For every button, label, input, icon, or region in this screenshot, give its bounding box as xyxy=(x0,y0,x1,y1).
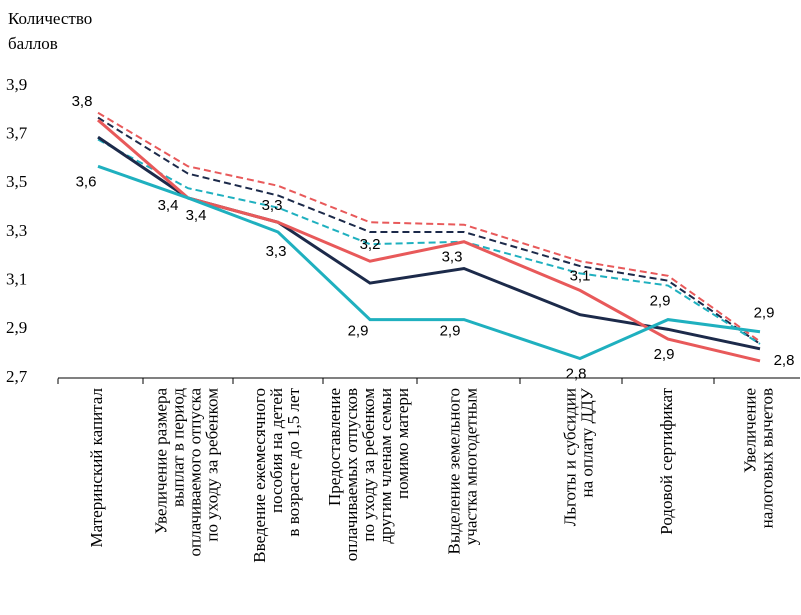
data-label: 3,3 xyxy=(262,197,283,214)
data-label: 3,1 xyxy=(570,267,591,284)
x-tick-label: Льготы и субсидии xyxy=(560,388,579,526)
data-label: 3,6 xyxy=(76,173,97,190)
x-tick-label: в возрасте до 1,5 лет xyxy=(284,387,303,536)
data-label: 2,9 xyxy=(348,323,369,340)
y-tick-label: 3,1 xyxy=(6,270,27,289)
x-tick-label: Увеличение размера xyxy=(151,388,170,535)
series-line xyxy=(97,116,761,345)
y-tick-label: 3,7 xyxy=(6,124,28,143)
data-label: 3,8 xyxy=(72,93,93,110)
y-tick-label: 3,3 xyxy=(6,221,27,240)
y-tick-label: 2,7 xyxy=(6,367,28,386)
series-line xyxy=(97,164,761,361)
y-tick-label: 3,5 xyxy=(6,172,27,191)
x-tick-label: другим членам семьи xyxy=(376,388,395,544)
x-tick-label: Выделение земельного xyxy=(444,388,463,554)
series-line xyxy=(97,118,761,363)
x-tick-label: помимо матери xyxy=(393,388,412,499)
data-label: 2,9 xyxy=(654,346,675,363)
data-label: 2,9 xyxy=(754,305,775,322)
data-label: 2,8 xyxy=(566,366,587,383)
x-tick-label: пособия на детей xyxy=(267,388,286,513)
series-line xyxy=(97,111,761,343)
data-label: 2,9 xyxy=(440,323,461,340)
data-label: 2,9 xyxy=(650,293,671,310)
x-tick-label: по уходу за ребенком xyxy=(359,388,378,542)
x-tick-label: налоговых вычетов xyxy=(757,388,776,528)
y-axis-title: Количество xyxy=(8,9,92,28)
x-tick-label: оплачиваемых отпусков xyxy=(342,388,361,561)
x-tick-label: выплат в период xyxy=(168,388,187,507)
y-tick-label: 2,9 xyxy=(6,318,27,337)
data-label: 3,3 xyxy=(266,243,287,260)
x-tick-label: по уходу за ребенком xyxy=(202,388,221,542)
x-tick-label: участка многодетным xyxy=(461,388,480,545)
data-label: 3,4 xyxy=(158,197,179,214)
x-tick-label: Предоставление xyxy=(325,388,344,506)
data-label: 3,3 xyxy=(442,249,463,266)
x-tick-label: оплачиваемого отпуска xyxy=(185,388,204,557)
x-tick-label: Увеличение xyxy=(740,388,759,473)
data-label: 2,8 xyxy=(774,352,795,369)
x-tick-label: Родовой сертификат xyxy=(657,387,676,534)
x-tick-label: Введение ежемесячного xyxy=(250,388,269,563)
x-tick-label: на оплату ДДУ xyxy=(577,387,596,497)
y-axis-title: баллов xyxy=(8,34,58,53)
data-label: 3,4 xyxy=(186,207,207,224)
data-label: 3,2 xyxy=(360,236,381,253)
series-line xyxy=(97,138,761,345)
x-tick-label: Материнский капитал xyxy=(87,387,106,547)
y-tick-label: 3,9 xyxy=(6,75,27,94)
